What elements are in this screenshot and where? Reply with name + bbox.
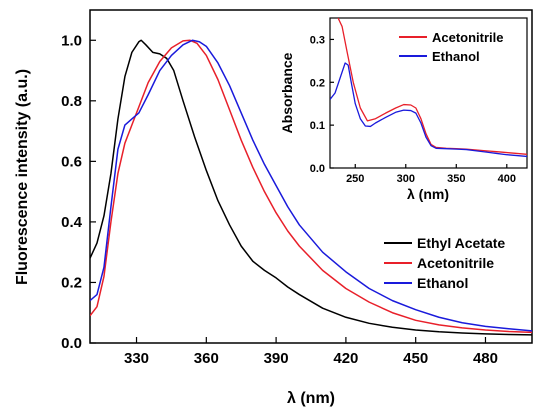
inset-legend-label-ethanol: Ethanol	[432, 49, 480, 64]
main-y-tick-label: 0.6	[61, 153, 82, 170]
main-y-tick-label: 0.4	[61, 214, 83, 231]
inset-series-line-ethanol	[330, 62, 527, 158]
inset-y-tick-label: 0.3	[310, 34, 325, 46]
main-legend: Ethyl Acetate Acetonitrile Ethanol	[384, 235, 505, 291]
inset-x-tick-label: 350	[447, 173, 465, 185]
inset-legend: Acetonitrile Ethanol	[399, 30, 504, 64]
main-x-axis-title: λ (nm)	[287, 390, 335, 407]
legend-label-ethanol: Ethanol	[417, 275, 468, 291]
main-x-tick-label: 360	[194, 350, 219, 367]
main-x-tick-label: 420	[333, 350, 358, 367]
inset-background	[330, 18, 527, 168]
inset-x-axis-title: λ (nm)	[407, 186, 449, 202]
inset-x-tick-label: 250	[346, 173, 364, 185]
inset-x-tick-label: 400	[498, 173, 516, 185]
main-series-line-ethanol	[90, 39, 532, 332]
main-x-tick-label: 390	[264, 350, 289, 367]
main-series-line-ethyl-acetate	[90, 39, 532, 336]
inset-plot-frame	[329, 17, 528, 169]
main-y-tick-label: 0.0	[61, 335, 82, 352]
inset-legend-label-acetonitrile: Acetonitrile	[432, 30, 504, 45]
inset-y-tick-label: 0.1	[310, 120, 325, 132]
main-series-line-acetonitrile	[90, 39, 532, 334]
inset-series-line-acetonitrile	[337, 18, 527, 155]
inset-y-tick-label: 0.2	[310, 77, 325, 89]
main-plot-frame	[89, 9, 533, 344]
inset-x-tick-label: 300	[397, 173, 415, 185]
inset-y-axis-title: Absorbance	[279, 52, 295, 133]
main-x-tick-label: 330	[124, 350, 149, 367]
inset-y-tick-label: 0.0	[310, 163, 325, 175]
main-y-tick-label: 0.2	[61, 274, 82, 291]
legend-label-ethyl-acetate: Ethyl Acetate	[417, 235, 505, 251]
main-x-tick-label: 480	[473, 350, 498, 367]
main-x-tick-label: 450	[403, 350, 428, 367]
main-y-axis-title: Fluorescence intensity (a.u.)	[14, 69, 31, 285]
legend-label-acetonitrile: Acetonitrile	[417, 255, 494, 271]
main-y-tick-label: 1.0	[61, 32, 82, 49]
main-y-tick-label: 0.8	[61, 93, 82, 110]
